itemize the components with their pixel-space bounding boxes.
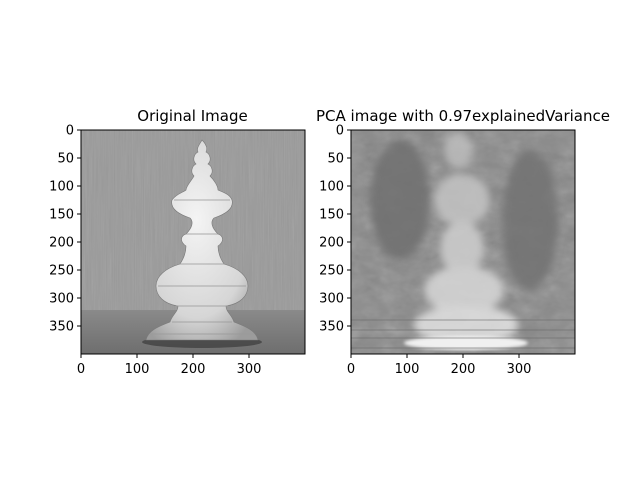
pca-y-tick-label: 250	[319, 264, 344, 279]
pca-y-tick-label: 300	[319, 292, 344, 307]
original-x-tick-label: 100	[125, 362, 150, 377]
pca-x-tick-label: 300	[507, 362, 532, 377]
pca-y-tick-label: 50	[327, 152, 344, 167]
original-image-title: Original Image	[137, 107, 247, 125]
pca-image-panel: PCA image with 0.97explainedVariance	[316, 107, 610, 377]
original-image-panel: Original Image 0 100 200 300 0 50 100 150 200 250…	[49, 107, 306, 378]
original-x-tick-label: 0	[77, 362, 85, 377]
original-y-tick-label: 100	[49, 180, 74, 195]
pca-y-tick-label: 200	[319, 236, 344, 251]
original-x-tick-label: 200	[181, 362, 206, 377]
original-x-tick-label: 300	[237, 362, 262, 377]
pca-image-axes: 0 100 200 300 0 50 100 150 200 250 300 350	[319, 124, 531, 378]
original-y-tick-label: 50	[57, 152, 74, 167]
original-y-tick-label: 300	[49, 292, 74, 307]
pca-image	[351, 130, 575, 354]
pca-y-tick-label: 150	[319, 208, 344, 223]
bishop-shape	[145, 139, 259, 341]
original-y-tick-label: 150	[49, 208, 74, 223]
pca-y-tick-label: 350	[319, 320, 344, 335]
pca-y-tick-label: 0	[336, 124, 344, 139]
original-y-tick-label: 350	[49, 320, 74, 335]
pca-x-tick-label: 200	[451, 362, 476, 377]
pca-image-title: PCA image with 0.97explainedVariance	[316, 107, 610, 125]
original-image	[81, 130, 305, 354]
original-image-axes: 0 100 200 300 0 50 100 150 200 250 300 350	[49, 124, 261, 378]
pca-x-tick-label: 100	[395, 362, 420, 377]
original-y-tick-label: 250	[49, 264, 74, 279]
pca-y-tick-label: 100	[319, 180, 344, 195]
pca-x-tick-label: 0	[347, 362, 355, 377]
original-y-tick-label: 200	[49, 236, 74, 251]
original-y-tick-label: 0	[66, 124, 74, 139]
